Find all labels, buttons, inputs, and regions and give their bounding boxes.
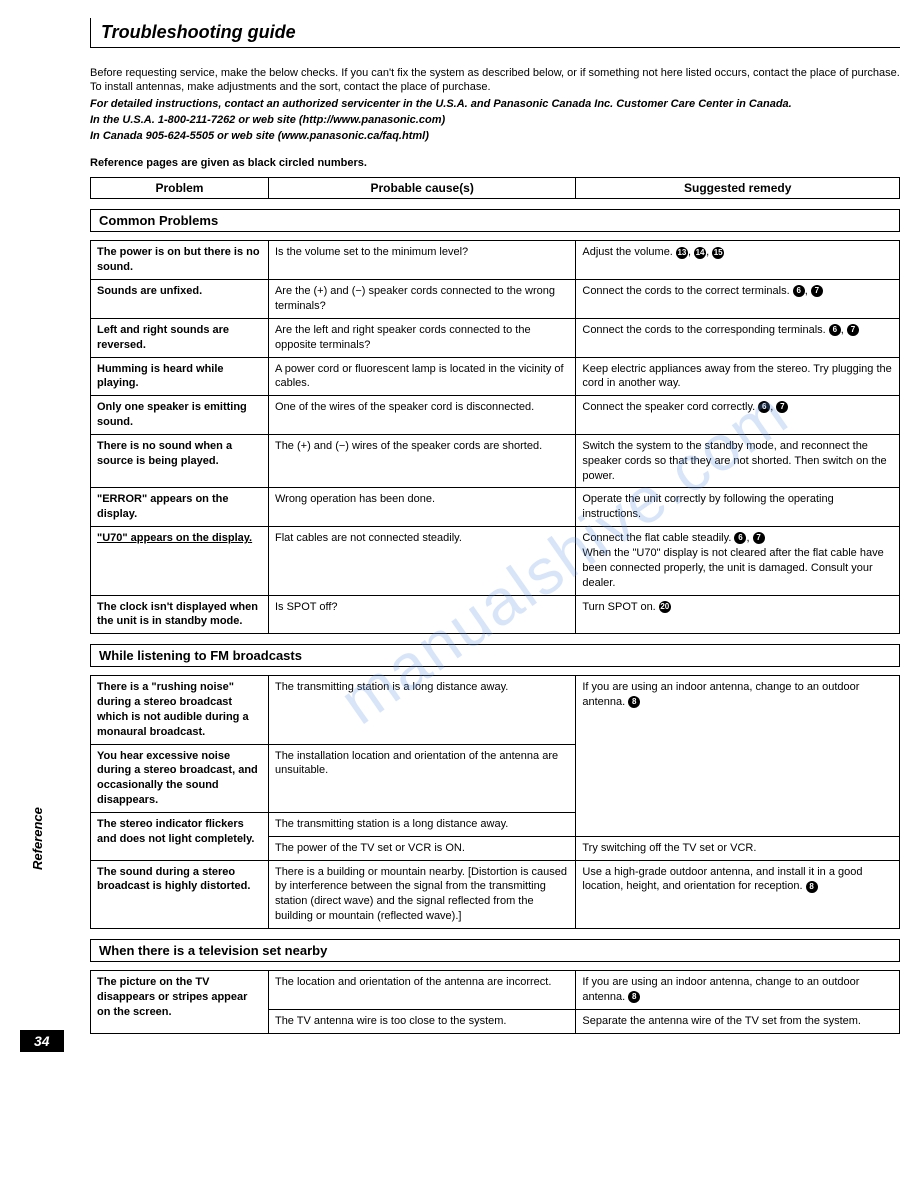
title-bar: Troubleshooting guide bbox=[90, 18, 900, 48]
ref-circle: 13 bbox=[676, 247, 688, 259]
table-row: There is a "rushing noise" during a ster… bbox=[91, 676, 900, 744]
cell-problem: "U70" appears on the display. bbox=[91, 527, 269, 595]
cell-cause: A power cord or fluorescent lamp is loca… bbox=[268, 357, 575, 396]
column-header-table: Problem Probable cause(s) Suggested reme… bbox=[90, 177, 900, 199]
ref-circle: 8 bbox=[628, 991, 640, 1003]
reference-note: Reference pages are given as black circl… bbox=[90, 157, 900, 169]
table-row: "U70" appears on the display.Flat cables… bbox=[91, 527, 900, 595]
cell-problem: Humming is heard while playing. bbox=[91, 357, 269, 396]
ref-circle: 6 bbox=[829, 324, 841, 336]
cell-cause: The power of the TV set or VCR is ON. bbox=[268, 836, 575, 860]
ref-circle: 7 bbox=[776, 401, 788, 413]
intro-p2: For detailed instructions, contact an au… bbox=[90, 97, 900, 111]
ref-circle: 7 bbox=[847, 324, 859, 336]
intro-block: Before requesting service, make the belo… bbox=[90, 66, 900, 143]
table-row: The picture on the TV disappears or stri… bbox=[91, 971, 900, 1010]
cell-problem: Only one speaker is emitting sound. bbox=[91, 396, 269, 435]
cell-remedy: If you are using an indoor antenna, chan… bbox=[576, 971, 900, 1010]
page-number: 34 bbox=[20, 1030, 64, 1052]
cell-remedy: Try switching off the TV set or VCR. bbox=[576, 836, 900, 860]
table-row: The clock isn't displayed when the unit … bbox=[91, 595, 900, 634]
ref-circle: 8 bbox=[806, 881, 818, 893]
cell-remedy: Turn SPOT on. 20 bbox=[576, 595, 900, 634]
cell-problem: There is no sound when a source is being… bbox=[91, 434, 269, 488]
col-header-problem: Problem bbox=[91, 178, 269, 199]
table-row: There is no sound when a source is being… bbox=[91, 434, 900, 488]
cell-problem: The picture on the TV disappears or stri… bbox=[91, 971, 269, 1034]
cell-cause: The (+) and (−) wires of the speaker cor… bbox=[268, 434, 575, 488]
col-header-remedy: Suggested remedy bbox=[576, 178, 900, 199]
cell-problem: Sounds are unfixed. bbox=[91, 280, 269, 319]
cell-cause: One of the wires of the speaker cord is … bbox=[268, 396, 575, 435]
cell-remedy: Adjust the volume. 13, 14, 15 bbox=[576, 241, 900, 280]
ref-circle: 20 bbox=[659, 601, 671, 613]
table-row: Only one speaker is emitting sound.One o… bbox=[91, 396, 900, 435]
cell-problem: The power is on but there is no sound. bbox=[91, 241, 269, 280]
section-table: The power is on but there is no sound.Is… bbox=[90, 240, 900, 634]
intro-p1: Before requesting service, make the belo… bbox=[90, 66, 900, 95]
cell-cause: Is SPOT off? bbox=[268, 595, 575, 634]
section-table: The picture on the TV disappears or stri… bbox=[90, 970, 900, 1034]
cell-remedy: Separate the antenna wire of the TV set … bbox=[576, 1009, 900, 1033]
cell-remedy: Switch the system to the standby mode, a… bbox=[576, 434, 900, 488]
section-table: There is a "rushing noise" during a ster… bbox=[90, 675, 900, 929]
cell-problem: There is a "rushing noise" during a ster… bbox=[91, 676, 269, 744]
section-header: Common Problems bbox=[90, 209, 900, 232]
table-row: The sound during a stereo broadcast is h… bbox=[91, 860, 900, 928]
sections-container: Common Problems The power is on but there… bbox=[90, 209, 900, 1033]
cell-remedy: Connect the cords to the corresponding t… bbox=[576, 318, 900, 357]
cell-remedy: Use a high-grade outdoor antenna, and in… bbox=[576, 860, 900, 928]
cell-cause: There is a building or mountain nearby. … bbox=[268, 860, 575, 928]
cell-cause: The installation location and orientatio… bbox=[268, 744, 575, 812]
table-row: Left and right sounds are reversed.Are t… bbox=[91, 318, 900, 357]
cell-cause: The TV antenna wire is too close to the … bbox=[268, 1009, 575, 1033]
cell-problem: The clock isn't displayed when the unit … bbox=[91, 595, 269, 634]
ref-circle: 7 bbox=[753, 532, 765, 544]
cell-cause: The location and orientation of the ante… bbox=[268, 971, 575, 1010]
page-title: Troubleshooting guide bbox=[101, 22, 900, 43]
section-header: While listening to FM broadcasts bbox=[90, 644, 900, 667]
cell-cause: Are the left and right speaker cords con… bbox=[268, 318, 575, 357]
cell-problem: The stereo indicator flickers and does n… bbox=[91, 812, 269, 860]
cell-remedy: Connect the speaker cord correctly. 6, 7 bbox=[576, 396, 900, 435]
cell-remedy: Operate the unit correctly by following … bbox=[576, 488, 900, 527]
intro-p4: In Canada 905-624-5505 or web site (www.… bbox=[90, 129, 900, 143]
cell-problem: The sound during a stereo broadcast is h… bbox=[91, 860, 269, 928]
intro-p3: In the U.S.A. 1-800-211-7262 or web site… bbox=[90, 113, 900, 127]
side-label: Reference bbox=[30, 807, 45, 870]
cell-problem: "ERROR" appears on the display. bbox=[91, 488, 269, 527]
cell-remedy: Connect the flat cable steadily. 6, 7Whe… bbox=[576, 527, 900, 595]
col-header-cause: Probable cause(s) bbox=[268, 178, 575, 199]
ref-circle: 15 bbox=[712, 247, 724, 259]
ref-circle: 6 bbox=[734, 532, 746, 544]
cell-cause: Wrong operation has been done. bbox=[268, 488, 575, 527]
table-row: Sounds are unfixed.Are the (+) and (−) s… bbox=[91, 280, 900, 319]
cell-cause: Is the volume set to the minimum level? bbox=[268, 241, 575, 280]
cell-problem: You hear excessive noise during a stereo… bbox=[91, 744, 269, 812]
ref-circle: 6 bbox=[758, 401, 770, 413]
table-row: The power is on but there is no sound.Is… bbox=[91, 241, 900, 280]
ref-circle: 14 bbox=[694, 247, 706, 259]
table-row: "ERROR" appears on the display.Wrong ope… bbox=[91, 488, 900, 527]
table-row: Humming is heard while playing.A power c… bbox=[91, 357, 900, 396]
cell-remedy: Keep electric appliances away from the s… bbox=[576, 357, 900, 396]
page: Troubleshooting guide Before requesting … bbox=[0, 0, 918, 1062]
ref-circle: 7 bbox=[811, 285, 823, 297]
cell-remedy: Connect the cords to the correct termina… bbox=[576, 280, 900, 319]
ref-circle: 8 bbox=[628, 696, 640, 708]
ref-circle: 6 bbox=[793, 285, 805, 297]
cell-problem: Left and right sounds are reversed. bbox=[91, 318, 269, 357]
cell-remedy: If you are using an indoor antenna, chan… bbox=[576, 676, 900, 837]
cell-cause: Flat cables are not connected steadily. bbox=[268, 527, 575, 595]
cell-cause: Are the (+) and (−) speaker cords connec… bbox=[268, 280, 575, 319]
section-header: When there is a television set nearby bbox=[90, 939, 900, 962]
cell-cause: The transmitting station is a long dista… bbox=[268, 812, 575, 836]
cell-cause: The transmitting station is a long dista… bbox=[268, 676, 575, 744]
